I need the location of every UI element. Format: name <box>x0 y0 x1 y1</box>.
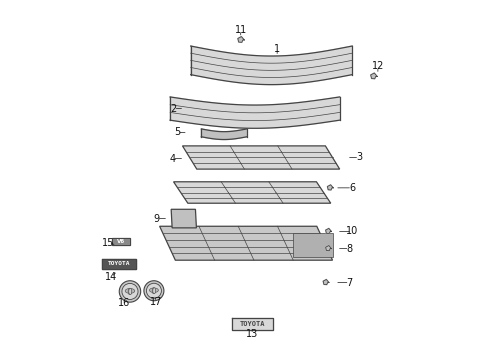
Text: 3: 3 <box>356 153 363 162</box>
Polygon shape <box>371 73 377 79</box>
Text: 10: 10 <box>346 226 358 237</box>
Ellipse shape <box>152 288 155 294</box>
Polygon shape <box>173 182 331 203</box>
Text: 15: 15 <box>102 238 115 248</box>
Polygon shape <box>182 146 340 169</box>
Polygon shape <box>293 233 333 257</box>
Polygon shape <box>171 209 196 228</box>
Polygon shape <box>326 228 331 234</box>
Text: 13: 13 <box>246 329 258 339</box>
Polygon shape <box>191 46 352 85</box>
Ellipse shape <box>149 288 158 292</box>
Text: 2: 2 <box>171 104 177 113</box>
Text: 9: 9 <box>154 213 160 224</box>
Polygon shape <box>327 185 333 190</box>
Text: 7: 7 <box>346 278 353 288</box>
Polygon shape <box>160 226 333 260</box>
Text: 12: 12 <box>372 62 384 71</box>
Circle shape <box>144 281 164 301</box>
Text: 17: 17 <box>150 297 163 307</box>
Text: 1: 1 <box>274 44 280 54</box>
Text: 16: 16 <box>118 298 130 308</box>
Circle shape <box>147 283 161 298</box>
Polygon shape <box>238 37 245 42</box>
Text: 11: 11 <box>235 25 247 35</box>
Circle shape <box>119 281 141 302</box>
Polygon shape <box>201 129 247 140</box>
Ellipse shape <box>153 288 156 294</box>
Polygon shape <box>232 318 272 330</box>
Text: 4: 4 <box>169 154 175 163</box>
Text: TOYOTA: TOYOTA <box>240 321 265 327</box>
Polygon shape <box>112 238 130 246</box>
Text: 14: 14 <box>105 272 117 282</box>
Polygon shape <box>323 279 329 285</box>
Text: V6: V6 <box>117 239 125 244</box>
Polygon shape <box>326 246 331 251</box>
Circle shape <box>122 283 138 300</box>
Text: TOYOTA: TOYOTA <box>108 261 130 266</box>
Text: 6: 6 <box>349 183 355 193</box>
Ellipse shape <box>125 288 135 293</box>
Ellipse shape <box>129 288 132 295</box>
Text: 8: 8 <box>346 244 353 253</box>
Polygon shape <box>170 97 340 128</box>
Polygon shape <box>102 259 136 269</box>
Ellipse shape <box>128 288 131 295</box>
Text: 5: 5 <box>174 127 180 137</box>
